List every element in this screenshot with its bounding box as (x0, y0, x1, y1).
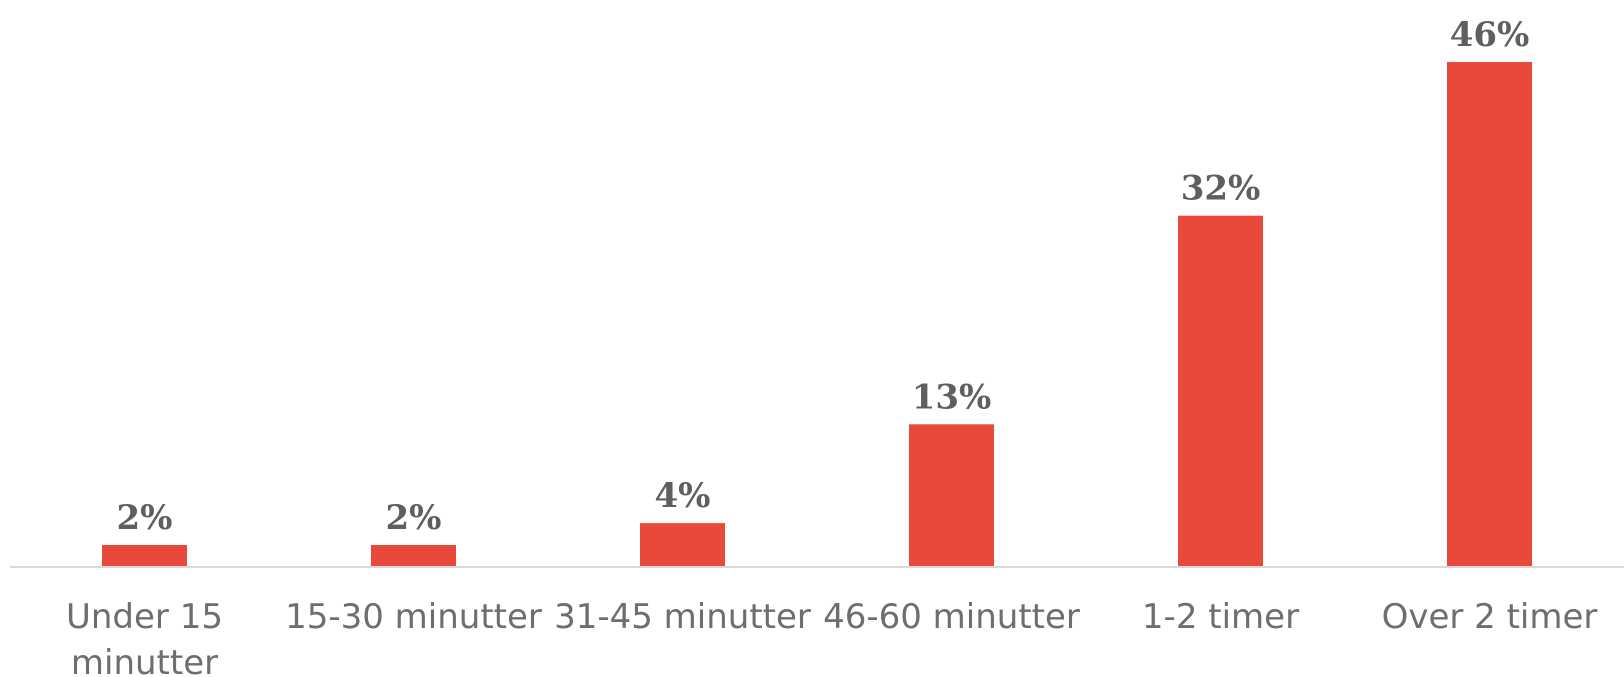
category-label-5: Over 2 timer (1382, 597, 1598, 637)
category-label-0-line-0: Under 15 (66, 597, 223, 637)
bar-0 (102, 545, 187, 567)
data-label-4: 32% (1181, 169, 1261, 209)
bar-3 (909, 424, 994, 567)
category-label-0-line-1: minutter (71, 643, 218, 677)
data-label-5: 46% (1450, 15, 1530, 55)
data-label-1: 2% (386, 498, 442, 538)
bar-2 (640, 523, 725, 567)
bar-5 (1447, 62, 1532, 567)
data-label-3: 13% (912, 377, 992, 417)
bars-group (102, 62, 1532, 567)
category-label-4: 1-2 timer (1142, 597, 1299, 637)
bar-4 (1178, 215, 1263, 567)
category-label-3: 46-60 minutter (823, 597, 1080, 637)
data-label-2: 4% (655, 476, 711, 516)
data-labels-group: 2% 2% 4% 13% 32% 46% (117, 15, 1530, 538)
bar-1 (371, 545, 456, 567)
category-label-1: 15-30 minutter (285, 597, 542, 637)
data-label-0: 2% (117, 498, 173, 538)
category-label-2: 31-45 minutter (554, 597, 811, 637)
category-labels-group: Under 15 minutter 15-30 minutter 31-45 minu… (66, 597, 1597, 677)
